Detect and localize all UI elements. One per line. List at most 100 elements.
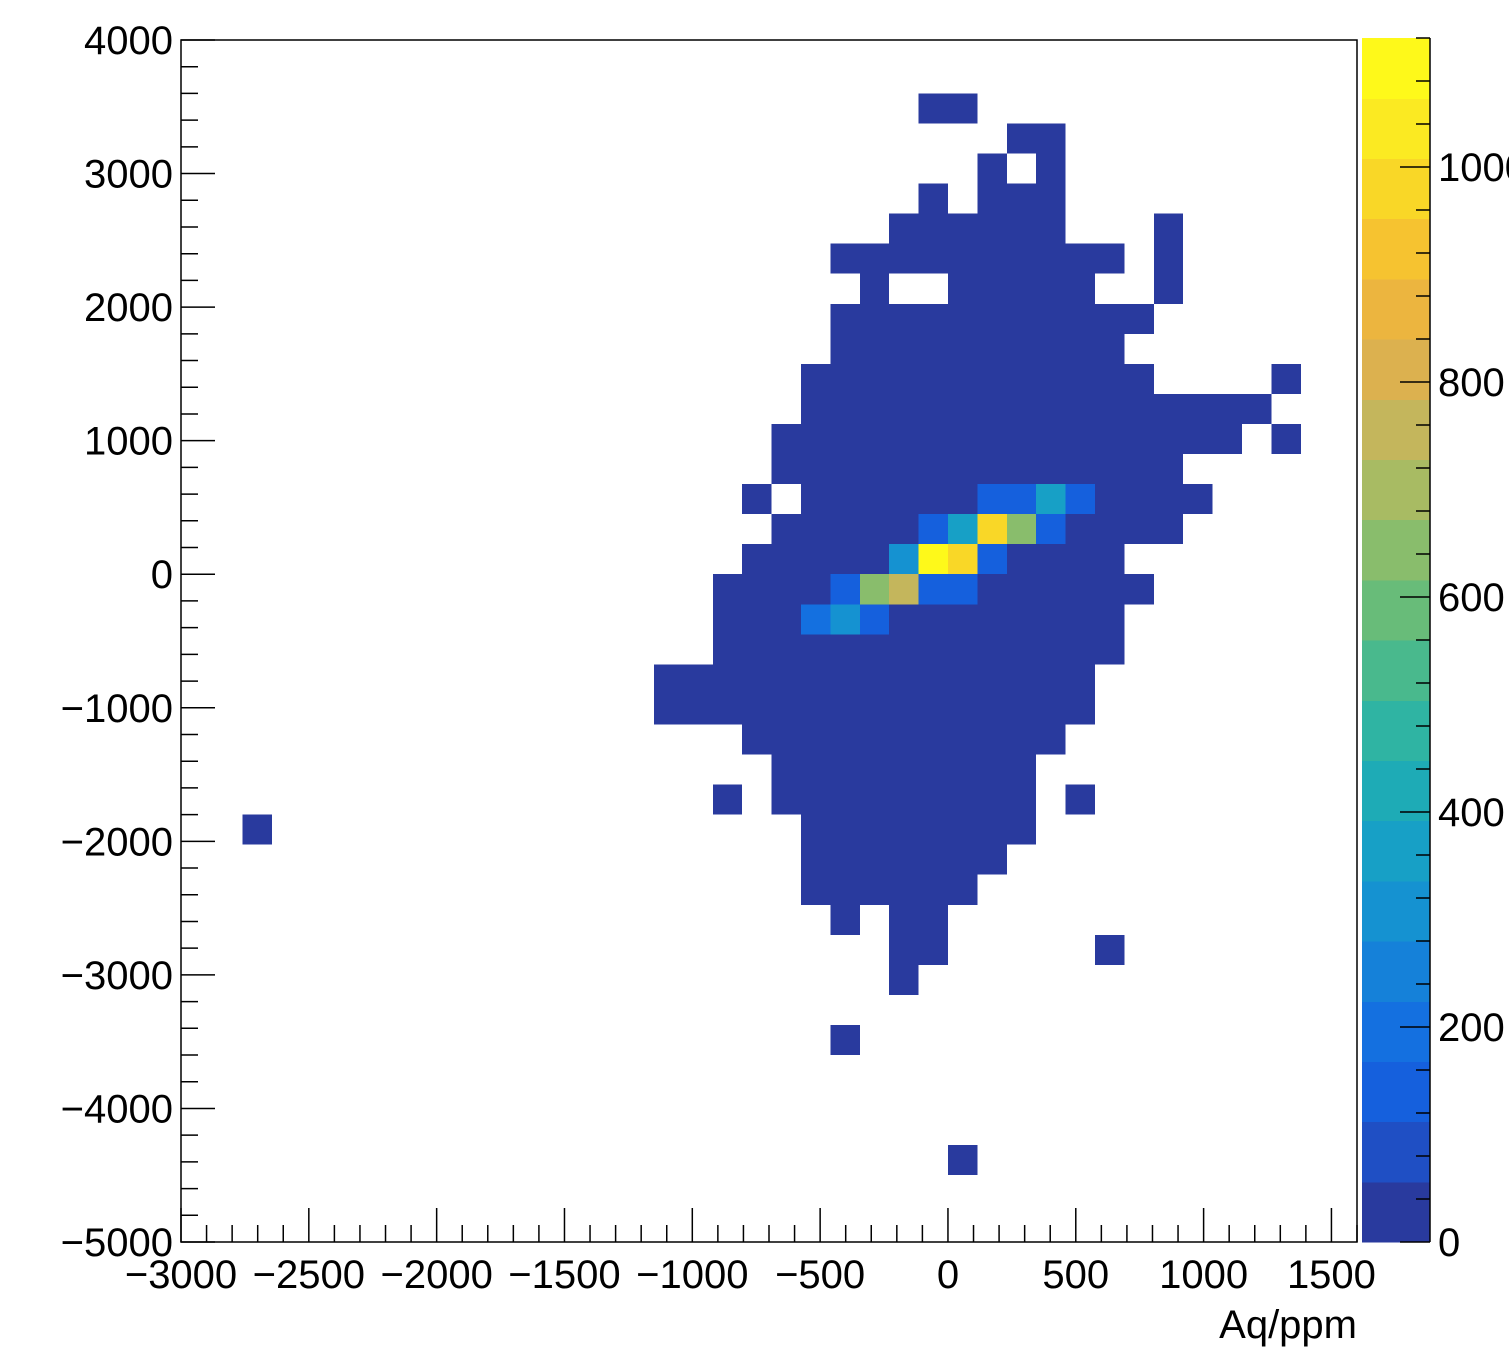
y-tick-label: −1000	[61, 687, 173, 731]
y-axis: 4000 3000 2000 1000 0 −1000 −2000 −3000 −4000 −50…	[61, 19, 215, 1265]
heatmap-region	[977, 183, 1066, 214]
heatmap-bin	[889, 544, 919, 575]
heatmap-region	[830, 333, 1125, 364]
colorbar-segment	[1362, 38, 1430, 99]
colorbar-segment	[1362, 459, 1430, 521]
heatmap-region	[889, 213, 1066, 244]
colorbar-segment	[1362, 640, 1430, 701]
colorbar-segment	[1362, 820, 1430, 882]
heatmap-region	[1153, 213, 1184, 244]
heatmap-region	[830, 904, 860, 935]
heatmap-bin	[947, 544, 978, 575]
heatmap-region	[800, 844, 1007, 875]
heatmap-region	[771, 423, 1242, 455]
colorbar-segment	[1362, 1181, 1430, 1243]
colorbar-tick-label: 800	[1438, 361, 1505, 405]
heatmap-region	[1006, 123, 1066, 154]
heatmap-region	[889, 934, 948, 965]
x-tick-label: −500	[775, 1253, 865, 1297]
colorbar-segment	[1362, 218, 1430, 280]
x-tick-label: 1500	[1287, 1253, 1376, 1297]
x-tick-label: 0	[937, 1253, 959, 1297]
heatmap-region	[1153, 243, 1184, 274]
heatmap-bin	[889, 574, 919, 605]
colorbar-segment	[1362, 278, 1430, 340]
x-tick-label: −2000	[380, 1253, 492, 1297]
heatmap-region	[1036, 153, 1066, 184]
heatmap-bin	[1065, 484, 1095, 515]
heatmap-region	[977, 153, 1007, 184]
y-tick-label: −4000	[61, 1087, 173, 1131]
colorbar-segment	[1362, 1061, 1430, 1123]
heatmap-region	[918, 93, 978, 124]
heatmap-bin	[800, 604, 831, 635]
heatmap-region	[1065, 784, 1095, 815]
y-tick-label: 0	[151, 553, 173, 597]
x-tick-label: 1000	[1159, 1253, 1248, 1297]
heatmap-region	[771, 784, 1037, 815]
heatmap-bin	[977, 514, 1007, 545]
heatmap-bin	[1006, 484, 1037, 515]
y-tick-label: −2000	[61, 820, 173, 864]
colorbar-tick-label: 0	[1438, 1221, 1460, 1265]
y-tick-label: −5000	[61, 1221, 173, 1265]
heatmap-region	[712, 604, 1125, 635]
heatmap-region	[712, 784, 743, 815]
heatmap-region	[1153, 273, 1184, 304]
x-axis: −3000 −2500 −2000 −1500 −1000 −500 0 500 1000 150…	[125, 1208, 1376, 1297]
heatmap-region	[1094, 934, 1125, 965]
colorbar-segment	[1362, 339, 1430, 400]
heatmap-region	[742, 484, 772, 515]
heatmap-region	[742, 724, 1066, 755]
colorbar-tick-label: 600	[1438, 576, 1505, 620]
x-axis-label: Aq/ppm	[1219, 1303, 1357, 1347]
y-tick-label: −3000	[61, 954, 173, 998]
heatmap-bin	[977, 544, 1007, 575]
heatmap-bin	[859, 574, 890, 605]
colorbar-segment	[1362, 519, 1430, 581]
heatmap-bin	[1036, 484, 1066, 515]
heatmap-region	[242, 814, 272, 845]
heatmap-region	[653, 694, 1095, 725]
heatmap-region	[800, 393, 1272, 424]
heatmap-empty-bin	[889, 273, 948, 304]
heatmap-bin	[918, 574, 948, 605]
heatmap-region	[889, 964, 919, 995]
colorbar-segment	[1362, 158, 1430, 220]
heatmap-bin	[977, 484, 1007, 515]
heatmap-region	[800, 874, 978, 905]
heatmap-region	[1271, 363, 1301, 394]
x-tick-label: −2500	[253, 1253, 365, 1297]
heatmap-bin	[918, 514, 948, 545]
heatmap-region	[830, 1024, 860, 1056]
x-tick-label: −1000	[636, 1253, 748, 1297]
heatmap-region	[771, 754, 1037, 785]
colorbar-segment	[1362, 98, 1430, 159]
heatmap-bin	[830, 574, 860, 605]
heatmap-bin	[947, 514, 978, 545]
colorbar-segment	[1362, 1121, 1430, 1183]
heatmap-region	[830, 243, 1125, 274]
heatmap-bin	[947, 574, 978, 605]
heatmap-cells	[242, 93, 1301, 1176]
heatmap-region	[830, 303, 1154, 334]
y-tick-label: 4000	[84, 19, 173, 63]
colorbar-segment	[1362, 1001, 1430, 1062]
heatmap-empty-bin	[771, 484, 801, 515]
heatmap-region	[1271, 423, 1301, 455]
colorbar-segment	[1362, 700, 1430, 761]
heatmap-region	[800, 363, 1154, 394]
heatmap-bin	[1036, 514, 1066, 545]
x-tick-label: −1500	[508, 1253, 620, 1297]
y-tick-label: 2000	[84, 286, 173, 330]
color-scale-bar: 0 200 400 600 800 1000	[1362, 37, 1509, 1265]
colorbar-tick-label: 400	[1438, 791, 1505, 835]
y-tick-label: 1000	[84, 420, 173, 464]
x-tick-label: −3000	[125, 1253, 237, 1297]
colorbar-segment	[1362, 760, 1430, 822]
colorbar-segment	[1362, 880, 1430, 942]
colorbar-tick-label: 1000	[1438, 146, 1509, 190]
x-tick-label: 500	[1042, 1253, 1109, 1297]
colorbar-tick-label: 200	[1438, 1006, 1505, 1050]
heatmap-region	[947, 273, 1095, 304]
